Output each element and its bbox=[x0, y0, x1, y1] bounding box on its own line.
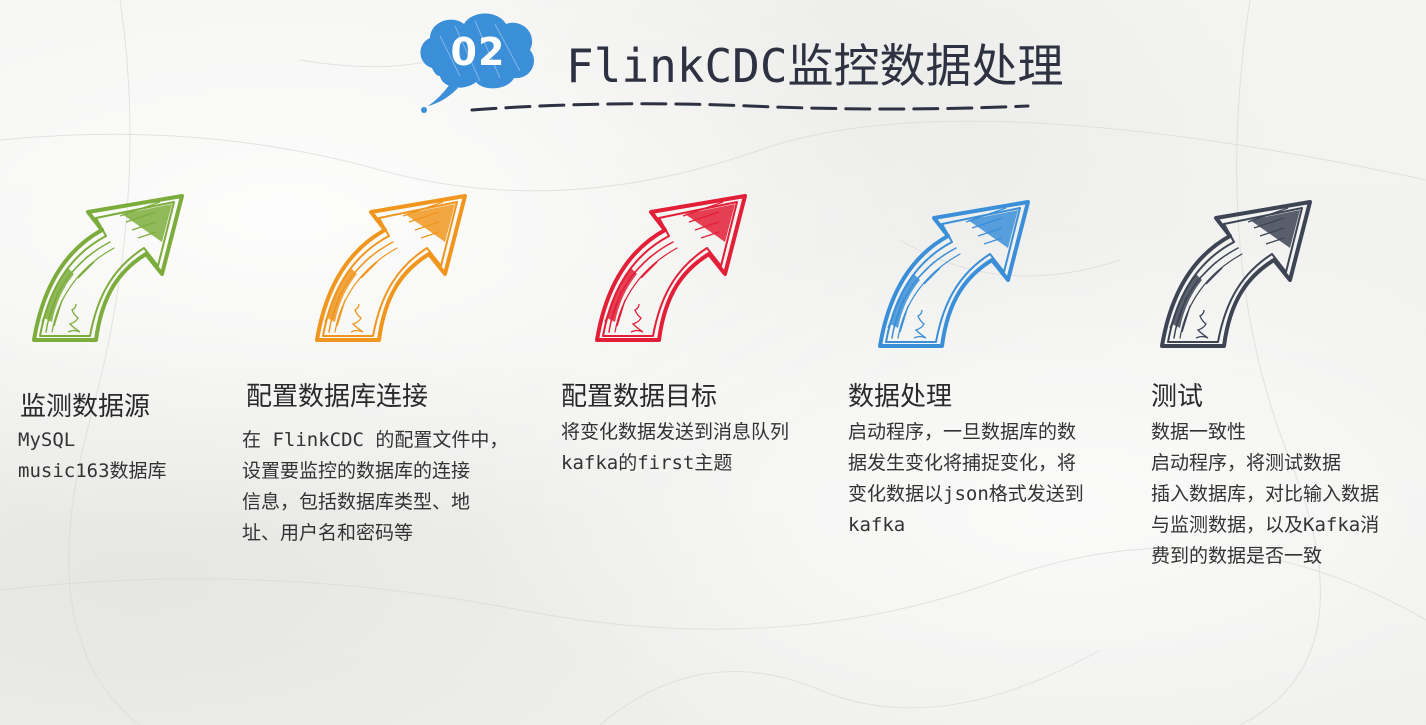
step-title: 配置数据目标 bbox=[561, 382, 718, 412]
dashed-divider bbox=[470, 102, 1030, 112]
description-line: MySQL bbox=[18, 429, 76, 451]
description-line: 设置要监控的数据库的连接 bbox=[242, 460, 471, 482]
description-line: kafka bbox=[848, 514, 906, 536]
cloud-badge-icon bbox=[420, 13, 535, 113]
step-description: 将变化数据发送到消息队列 kafka的first主题 bbox=[561, 417, 789, 479]
description-line: 据发生变化将捕捉变化，将 bbox=[848, 452, 1077, 474]
description-line: 数据一致性 bbox=[1151, 421, 1247, 443]
header: 02 FlinkCDC监控数据处理 bbox=[0, 0, 1426, 125]
description-line: 费到的数据是否一致 bbox=[1151, 545, 1323, 567]
badge-number: 02 bbox=[450, 30, 506, 74]
page-title: FlinkCDC监控数据处理 bbox=[566, 39, 1064, 93]
description-line: 在 FlinkCDC 的配置文件中， bbox=[242, 429, 509, 451]
step-title: 数据处理 bbox=[848, 382, 953, 412]
step-description: 在 FlinkCDC 的配置文件中， 设置要监控的数据库的连接 信息，包括数据库类型… bbox=[242, 425, 508, 549]
description-line: 信息，包括数据库类型、地 bbox=[242, 491, 471, 513]
step-title: 监测数据源 bbox=[20, 392, 151, 422]
description-line: kafka的first主题 bbox=[561, 452, 733, 474]
description-line: 启动程序，将测试数据 bbox=[1151, 452, 1342, 474]
curved-arrow-icon bbox=[22, 182, 192, 357]
description-line: 址、用户名和密码等 bbox=[242, 522, 414, 544]
description-line: 将变化数据发送到消息队列 bbox=[561, 421, 790, 443]
step-description: MySQL music163数据库 bbox=[18, 425, 167, 487]
step-title: 测试 bbox=[1151, 382, 1204, 412]
step-description: 启动程序，一旦数据库的数 据发生变化将捕捉变化，将 变化数据以json格式发送到 ka… bbox=[848, 417, 1084, 541]
step-description: 数据一致性启动程序，将测试数据插入数据库，对比输入数据 与监测数据，以及Kafka… bbox=[1151, 417, 1379, 572]
description-line: 变化数据以json格式发送到 bbox=[848, 483, 1084, 505]
description-line: 与监测数据，以及Kafka消 bbox=[1151, 514, 1380, 536]
curved-arrow-icon bbox=[868, 188, 1038, 363]
description-line: music163数据库 bbox=[18, 460, 167, 482]
step-title: 配置数据库连接 bbox=[246, 382, 429, 412]
curved-arrow-icon bbox=[585, 182, 755, 357]
description-line: 插入数据库，对比输入数据 bbox=[1151, 483, 1380, 505]
curved-arrow-icon bbox=[1150, 188, 1320, 363]
curved-arrow-icon bbox=[305, 182, 475, 357]
description-line: 启动程序，一旦数据库的数 bbox=[848, 421, 1077, 443]
